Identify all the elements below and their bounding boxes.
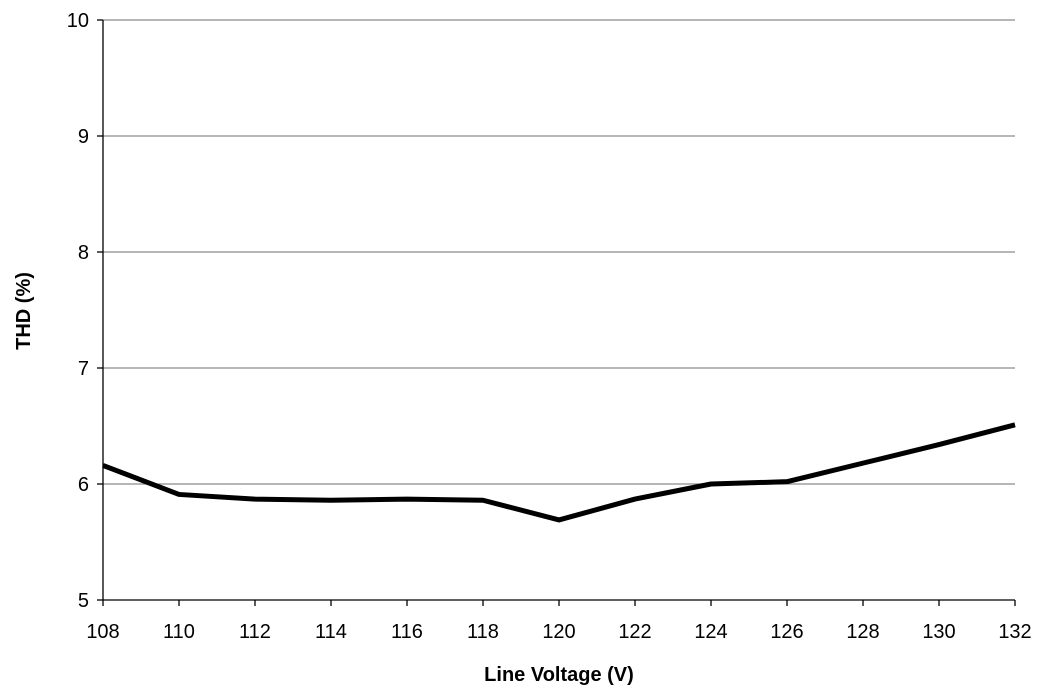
gridlines: [103, 19, 1015, 485]
x-tick-label-120: 120: [542, 621, 575, 643]
x-tick-label-132: 132: [998, 621, 1031, 643]
y-tick-label-8: 8: [78, 242, 89, 264]
y-tick-label-6: 6: [78, 474, 89, 496]
x-tick-label-110: 110: [163, 621, 195, 643]
series-group: [102, 422, 1016, 523]
x-tick-label-124: 124: [694, 621, 727, 643]
x-tick-label-126: 126: [770, 621, 803, 643]
y-axis-title: THD (%): [13, 272, 35, 350]
x-tick-label-112: 112: [239, 621, 271, 643]
x-tick-label-114: 114: [315, 621, 347, 643]
y-tick-label-5: 5: [78, 590, 89, 612]
x-axis-ticks: 108 110 112 114 116 118 120 122 124 126 128 130 132: [86, 600, 1032, 643]
x-tick-label-116: 116: [391, 621, 423, 643]
x-tick-label-122: 122: [618, 621, 651, 643]
axes: [102, 20, 1015, 601]
x-axis-title: Line Voltage (V): [484, 664, 634, 686]
y-tick-label-10: 10: [67, 10, 89, 32]
series-line-1: [102, 422, 1016, 523]
x-tick-label-130: 130: [922, 621, 955, 643]
y-tick-label-7: 7: [78, 358, 89, 380]
y-axis-ticks: 5 6 7 8 9 10: [67, 10, 103, 612]
y-tick-label-9: 9: [78, 126, 89, 148]
x-tick-label-108: 108: [86, 621, 119, 643]
x-tick-label-128: 128: [846, 621, 879, 643]
x-tick-label-118: 118: [467, 621, 499, 643]
